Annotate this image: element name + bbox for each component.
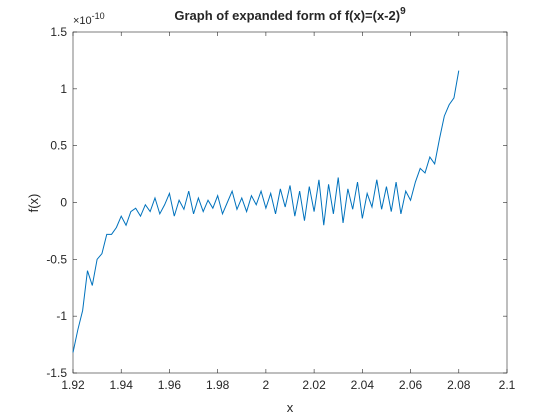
y-tick-label: -1 [56,309,67,323]
title-text: Graph of expanded form of f(x)=(x-2) [174,8,400,23]
x-tick-label: 2.1 [499,378,516,392]
y-tick-label: 0.5 [50,139,67,153]
y-axis-label: f(x) [26,194,41,213]
title-exponent: 9 [400,6,406,17]
data-line [72,70,460,353]
y-tick-label: -0.5 [46,252,67,266]
multiplier-exponent: -10 [92,11,105,21]
multiplier-base: ×10 [73,15,92,27]
x-tick-label: 1.94 [110,378,134,392]
x-tick-label: 2.06 [399,378,423,392]
x-tick-label: 2 [263,378,270,392]
axes-box [72,31,508,374]
x-tick-label: 2.04 [351,378,375,392]
x-tick-label: 2.02 [302,378,326,392]
y-tick-label: 0 [60,196,67,210]
x-tick-label: 1.92 [61,378,85,392]
x-tick-label: 1.98 [206,378,230,392]
y-multiplier: ×10-10 [73,11,105,27]
y-tick-label: -1.5 [46,366,67,380]
x-tick-label: 1.96 [158,378,182,392]
x-axis-label: x [287,400,294,415]
y-tick-label: 1 [60,82,67,96]
y-tick-label: 1.5 [50,25,67,39]
x-tick-label: 2.08 [447,378,471,392]
chart-title: Graph of expanded form of f(x)=(x-2)9 [174,6,406,23]
